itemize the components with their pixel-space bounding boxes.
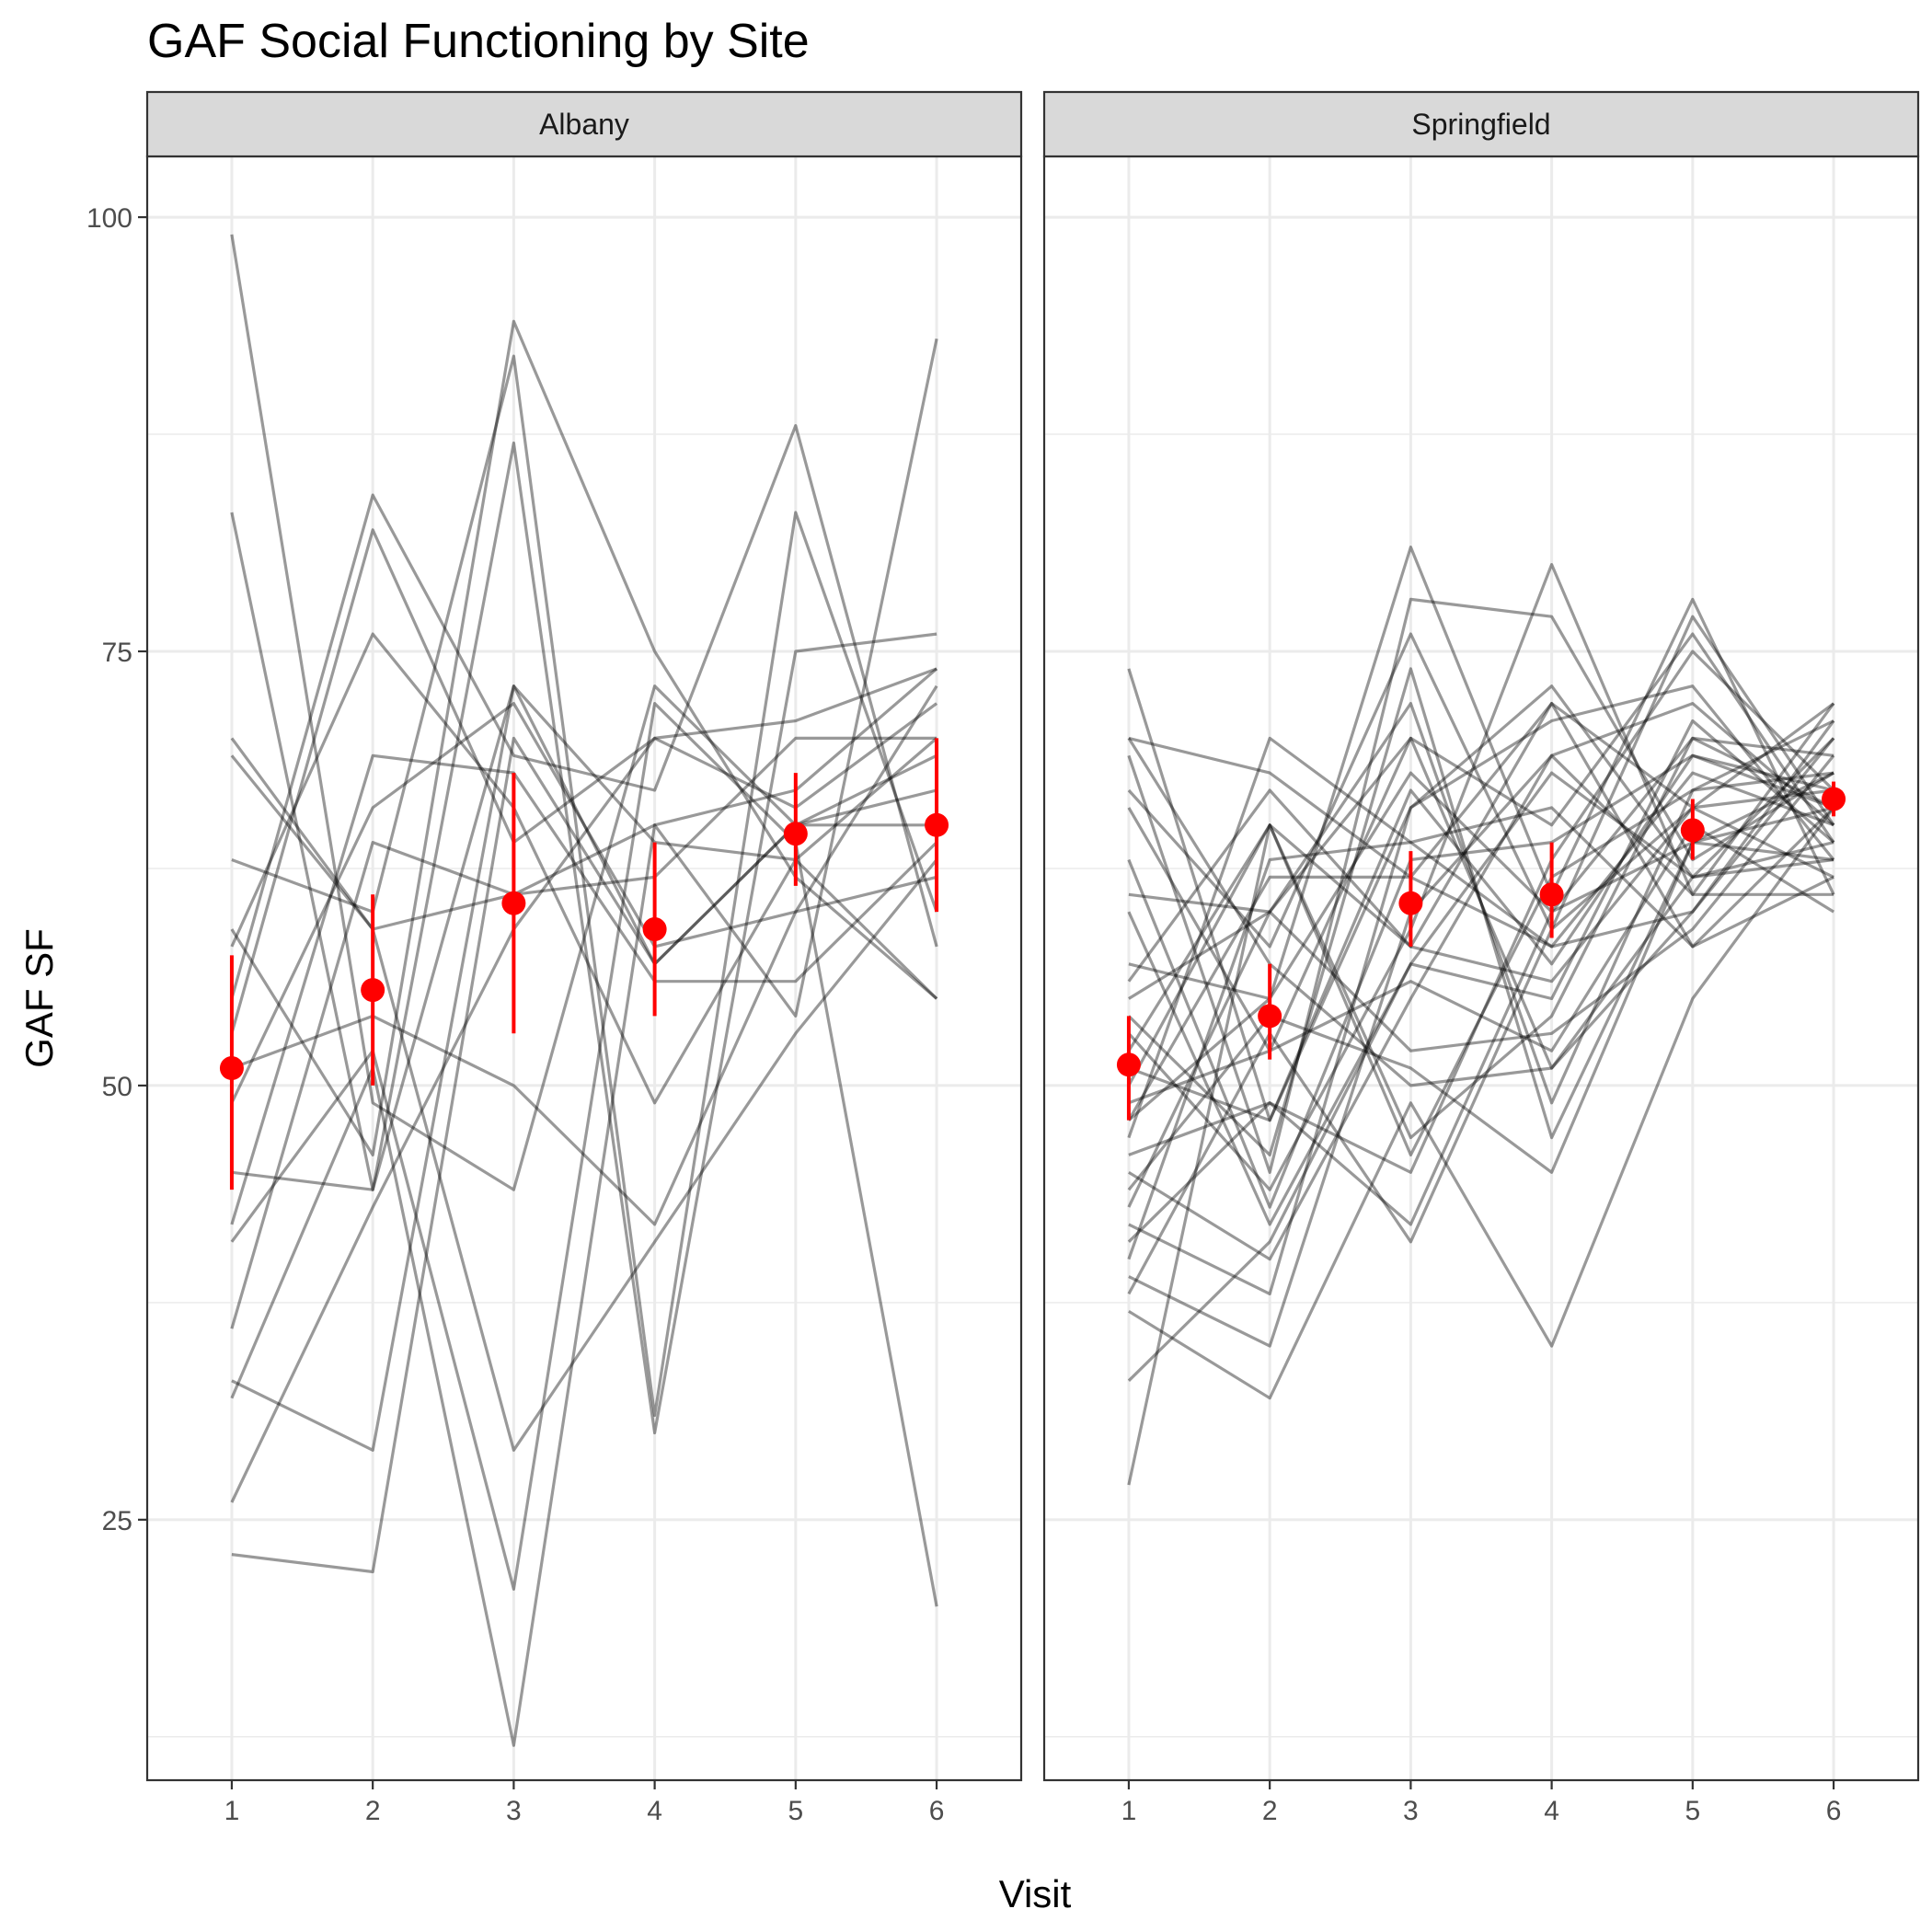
mean-point <box>1680 818 1705 843</box>
panel-albany: Albany 1 2 3 4 5 6 25 50 75 100 <box>86 90 1023 1826</box>
trajectory-line <box>1127 788 1834 1052</box>
mean-point <box>1258 1004 1282 1029</box>
trajectory-line <box>1127 719 1835 1087</box>
x-tick-label: 3 <box>1403 1796 1419 1826</box>
trajectory-line <box>1127 562 1835 1191</box>
trajectory-line <box>1128 754 1835 1052</box>
y-axis-title: GAF SF <box>17 928 61 1068</box>
mean-point <box>925 812 949 837</box>
trajectory-line <box>230 234 937 1191</box>
x-tick-label: 6 <box>929 1796 945 1826</box>
x-tick-label: 5 <box>1685 1796 1700 1826</box>
trajectory-line <box>230 512 938 1191</box>
trajectory-line <box>230 702 938 1503</box>
trajectory-line <box>1127 701 1835 983</box>
y-tick-label: 75 <box>102 638 132 668</box>
trajectory-line <box>1128 684 1834 1296</box>
trajectory-line <box>1127 615 1835 1295</box>
trajectory-line <box>230 754 938 1452</box>
trajectory-line <box>1127 771 1834 1157</box>
x-tick-label: 1 <box>1121 1796 1137 1826</box>
trajectory-line <box>1128 684 1835 1122</box>
chart-title: GAF Social Functioning by Site <box>147 15 810 68</box>
trajectory-line <box>1127 650 1835 1243</box>
trajectory-line <box>1127 668 1834 1122</box>
trajectory-line <box>1128 753 1834 1348</box>
trajectory-line <box>1128 823 1834 1105</box>
trajectory-line <box>1127 597 1834 1174</box>
y-tick-label: 100 <box>86 203 132 234</box>
summary-points <box>1116 781 1846 1121</box>
trajectory-line <box>1127 736 1834 1139</box>
x-tick-label: 3 <box>506 1796 522 1826</box>
mean-point <box>1822 787 1846 811</box>
trajectory-line <box>231 736 937 1574</box>
trajectory-line <box>230 319 938 1157</box>
facet-strip <box>145 90 1023 158</box>
x-axis-title: Visit <box>999 1872 1072 1915</box>
x-tick-label: 4 <box>647 1796 662 1826</box>
trajectory-lines <box>1127 546 1835 1486</box>
y-tick-label: 25 <box>102 1506 132 1536</box>
trajectory-line <box>1128 806 1835 1400</box>
trajectory-line <box>1128 736 1835 1070</box>
x-tick-label: 2 <box>365 1796 381 1826</box>
x-tick-label: 4 <box>1544 1796 1559 1826</box>
trajectory-line <box>230 632 938 1105</box>
panel-springfield: Springfield 1 2 3 4 5 6 <box>1042 90 1920 1826</box>
trajectory-line <box>231 684 938 1226</box>
trajectory-line <box>230 753 938 1225</box>
trajectory-line <box>230 528 937 1034</box>
trajectory-line <box>231 684 937 1452</box>
trajectory-line <box>1127 737 1835 1260</box>
x-tick-label: 1 <box>224 1796 240 1826</box>
mean-point <box>219 1056 244 1081</box>
x-tick-label: 5 <box>788 1796 803 1826</box>
trajectory-line <box>1127 771 1834 1121</box>
trajectory-line <box>1127 736 1834 1486</box>
trajectory-line <box>231 441 937 1435</box>
trajectory-line <box>1128 701 1834 880</box>
mean-point <box>1539 882 1564 907</box>
mean-point <box>783 822 808 846</box>
trajectory-line <box>230 701 938 1607</box>
x-tick-label: 6 <box>1826 1796 1842 1826</box>
trajectory-line <box>230 736 937 1329</box>
trajectory-lines <box>230 234 938 1747</box>
trajectory-line <box>230 701 937 1104</box>
mean-point <box>1116 1052 1141 1077</box>
y-tick-label: 50 <box>102 1072 132 1102</box>
trajectory-line <box>1127 632 1835 949</box>
summary-points <box>219 738 949 1190</box>
trajectory-line <box>1127 771 1834 1382</box>
facet-strip <box>1042 90 1920 158</box>
trajectory-line <box>1127 719 1835 1226</box>
trajectory-line <box>1127 701 1834 1208</box>
trajectory-line <box>1127 806 1834 1191</box>
mean-point <box>361 978 385 1003</box>
mean-point <box>501 891 526 915</box>
mean-point <box>1398 891 1423 915</box>
panel-background <box>1044 156 1918 1780</box>
trajectory-line <box>230 667 938 931</box>
trajectory-line <box>1128 771 1834 1226</box>
x-tick-label: 2 <box>1262 1796 1278 1826</box>
trajectory-line <box>1127 667 1834 1157</box>
mean-point <box>642 917 667 942</box>
trajectory-line <box>230 424 938 999</box>
trajectory-line <box>231 354 938 1418</box>
panel-background <box>147 156 1021 1780</box>
trajectory-line <box>1127 753 1834 1209</box>
trajectory-line <box>1128 701 1835 1261</box>
trajectory-line <box>1127 632 1835 1052</box>
facet-label: Albany <box>539 108 629 141</box>
trajectory-line <box>1128 546 1835 1001</box>
trajectory-line <box>1127 736 1834 1121</box>
facet-label: Springfield <box>1411 108 1550 141</box>
panels: Albany 1 2 3 4 5 6 25 50 75 100 Springfield 1 2 3 4 5 6 <box>86 90 1920 1826</box>
trajectory-line <box>230 338 938 1747</box>
